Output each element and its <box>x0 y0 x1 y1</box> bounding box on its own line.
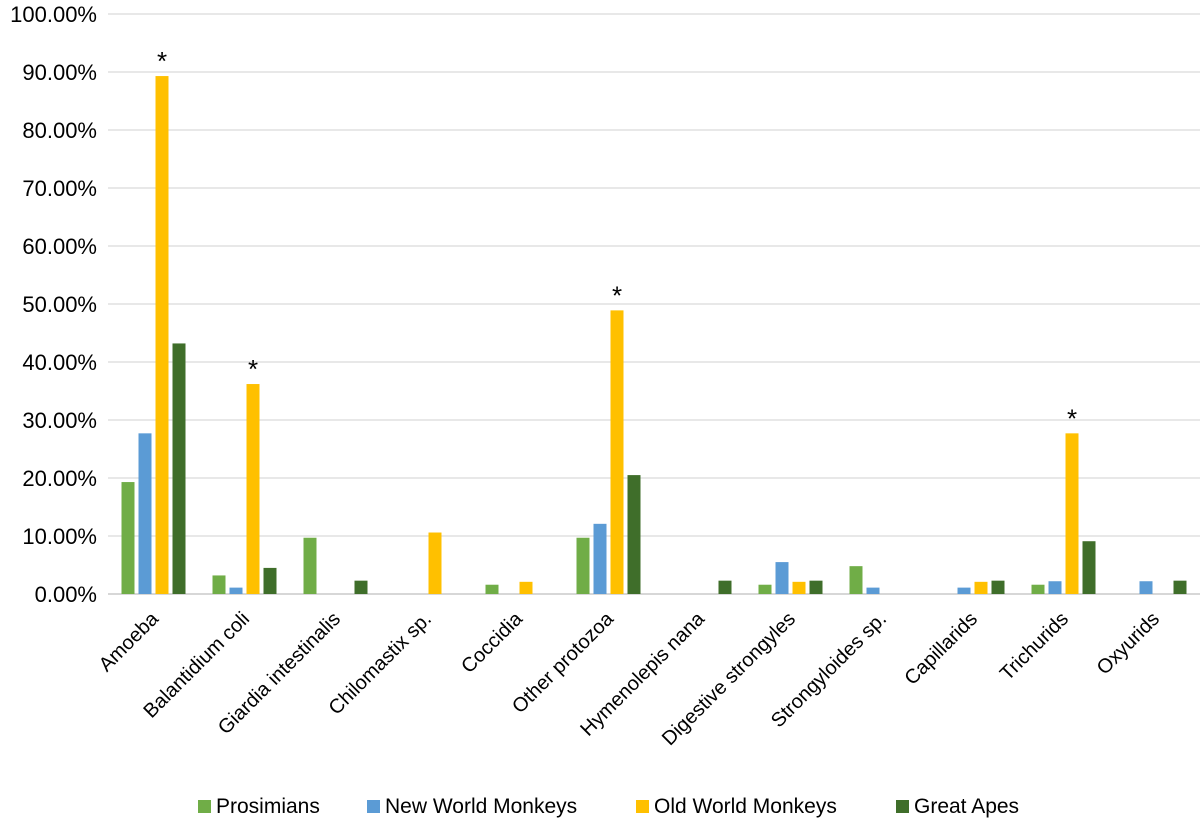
annotation-label: * <box>612 280 622 310</box>
x-tick-label: Capillarids <box>900 608 982 690</box>
bar <box>718 580 732 594</box>
bar <box>212 575 226 594</box>
bar <box>974 581 988 594</box>
bar <box>809 580 823 594</box>
y-tick-label: 70.00% <box>22 176 97 201</box>
bar <box>172 343 186 594</box>
bar <box>593 523 607 594</box>
x-tick-label: Trichurids <box>996 608 1073 685</box>
bar <box>1065 433 1079 594</box>
legend-label: Great Apes <box>914 795 1019 818</box>
gridlines <box>108 13 1200 595</box>
legend-swatch <box>636 800 649 813</box>
bar <box>627 475 641 594</box>
legend-label: Old World Monkeys <box>654 795 837 818</box>
annotation-label: * <box>157 46 167 76</box>
bars <box>121 76 1187 594</box>
annotation-label: * <box>1067 403 1077 433</box>
bar <box>576 537 590 594</box>
bar <box>138 433 152 594</box>
legend: Prosimians New World Monkeys Old World Mon… <box>198 795 1019 818</box>
legend-swatch <box>896 800 909 813</box>
y-tick-label: 20.00% <box>22 466 97 491</box>
x-tick-label: Coccidia <box>457 607 527 677</box>
y-tick-label: 90.00% <box>22 60 97 85</box>
bar <box>1139 581 1153 594</box>
bar <box>1082 541 1096 594</box>
bar <box>229 587 243 594</box>
bar <box>246 384 260 594</box>
bar <box>991 580 1005 594</box>
bar <box>485 584 499 594</box>
legend-swatch <box>367 800 380 813</box>
legend-swatch <box>198 800 211 813</box>
bar <box>263 567 277 594</box>
annotation-label: * <box>248 354 258 384</box>
y-axis-ticks: 0.00% 10.00% 20.00% 30.00% 40.00% 50.00% 60.00… <box>10 2 97 607</box>
bar <box>957 587 971 594</box>
bar <box>155 76 169 594</box>
legend-label: Prosimians <box>216 795 320 818</box>
y-tick-label: 80.00% <box>22 118 97 143</box>
x-tick-label: Oxyurids <box>1093 608 1164 679</box>
y-tick-label: 60.00% <box>22 234 97 259</box>
bar <box>1048 581 1062 594</box>
x-tick-label: Amoeba <box>95 607 164 676</box>
y-tick-label: 100.00% <box>10 2 97 27</box>
bar <box>758 584 772 594</box>
bar <box>775 562 789 594</box>
bar <box>610 310 624 594</box>
bar <box>519 581 533 594</box>
bar <box>1173 580 1187 594</box>
y-tick-label: 0.00% <box>35 582 97 607</box>
bar <box>792 581 806 594</box>
annotations: * * * * <box>157 46 1077 433</box>
y-tick-label: 10.00% <box>22 524 97 549</box>
bar <box>303 537 317 594</box>
legend-label: New World Monkeys <box>385 795 577 818</box>
y-tick-label: 30.00% <box>22 408 97 433</box>
bar <box>849 566 863 594</box>
bar <box>866 587 880 594</box>
bar <box>428 532 442 594</box>
bar <box>1031 584 1045 594</box>
bar <box>354 580 368 594</box>
y-tick-label: 40.00% <box>22 350 97 375</box>
y-tick-label: 50.00% <box>22 292 97 317</box>
bar <box>121 482 135 594</box>
